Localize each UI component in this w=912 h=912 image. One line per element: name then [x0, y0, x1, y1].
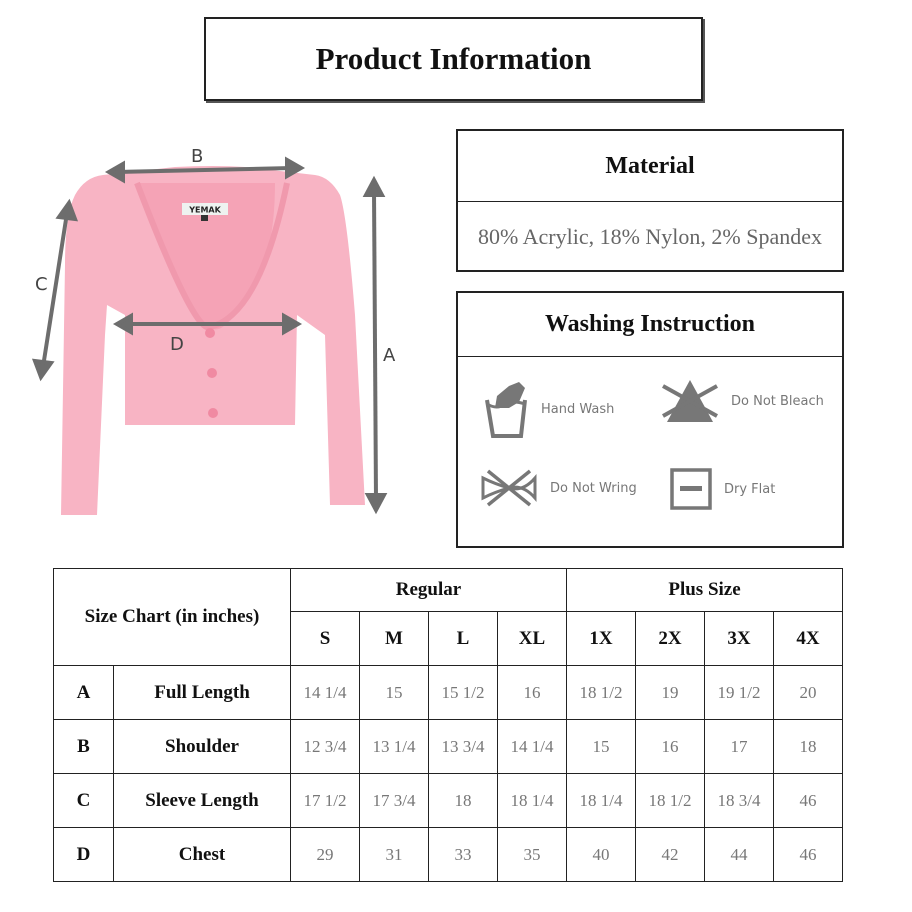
measurement-cell: 40 — [566, 827, 636, 882]
measurement-cell: 17 3/4 — [359, 773, 429, 828]
measurement-cell: 46 — [773, 773, 843, 828]
size-header-row: S M L XL 1X 2X 3X 4X — [54, 611, 843, 666]
wash-label: Do Not Wring — [550, 480, 637, 496]
group-regular: Regular — [290, 568, 567, 612]
washing-heading: Washing Instruction — [458, 293, 842, 357]
button — [207, 368, 217, 378]
wash-item-dry-flat: Dry Flat — [670, 468, 775, 510]
group-plus-size: Plus Size — [566, 568, 843, 612]
measurement-cell: 18 — [428, 773, 498, 828]
measurement-cell: 19 1/2 — [704, 665, 774, 720]
label-d: D — [170, 334, 184, 355]
measurement-cell: 17 1/2 — [290, 773, 360, 828]
row-name: Sleeve Length — [113, 773, 291, 828]
brand-label-text: YEMAK — [188, 206, 221, 215]
row-name: Shoulder — [113, 719, 291, 774]
wash-item-do-not-bleach: Do Not Bleach — [661, 378, 824, 424]
brand-label — [182, 203, 228, 215]
measurement-cell: 17 — [704, 719, 774, 774]
size-header: 2X — [635, 611, 705, 666]
title-box: Product Information — [204, 17, 703, 101]
row-key: A — [53, 665, 114, 720]
measurement-cell: 16 — [635, 719, 705, 774]
wash-item-do-not-wring: Do Not Wring — [480, 468, 637, 508]
label-a: A — [383, 345, 396, 366]
table-row: C Sleeve Length 17 1/2 17 3/4 18 18 1/4 18 1/4… — [53, 773, 843, 828]
measurement-cell: 13 1/4 — [359, 719, 429, 774]
wash-label: Dry Flat — [724, 481, 776, 497]
wash-item-hand-wash: Hand Wash — [483, 378, 614, 440]
wash-label: Do Not Bleach — [731, 393, 824, 409]
row-name: Chest — [113, 827, 291, 882]
size-header: 3X — [704, 611, 774, 666]
measurement-cell: 31 — [359, 827, 429, 882]
material-box: Material 80% Acrylic, 18% Nylon, 2% Span… — [456, 129, 844, 272]
table-row: D Chest 29 31 33 35 40 42 44 46 — [53, 827, 843, 882]
row-key: C — [53, 773, 114, 828]
measurement-cell: 18 — [773, 719, 843, 774]
measurement-cell: 44 — [704, 827, 774, 882]
arrow-c — [41, 212, 69, 368]
measurement-cell: 18 1/4 — [566, 773, 636, 828]
measurement-cell: 18 1/2 — [635, 773, 705, 828]
measurement-cell: 33 — [428, 827, 498, 882]
table-row: A Full Length 14 1/4 15 15 1/2 16 18 1/2 19 19 1… — [53, 665, 843, 720]
do-not-wring-icon — [481, 469, 537, 507]
measurement-cell: 16 — [497, 665, 567, 720]
do-not-bleach-icon — [662, 380, 718, 422]
arrow-b — [116, 166, 294, 174]
size-tag — [201, 215, 208, 221]
measurement-cell: 15 — [359, 665, 429, 720]
measurement-cell: 46 — [773, 827, 843, 882]
button — [208, 408, 218, 418]
size-header: M — [359, 611, 429, 666]
row-key: D — [53, 827, 114, 882]
size-header: 1X — [566, 611, 636, 666]
arrow-a — [372, 189, 378, 501]
hand-wash-icon — [485, 382, 527, 438]
cardigan-image — [61, 166, 365, 515]
cardigan-diagram: YEMAK B C A D — [31, 146, 396, 515]
row-key: B — [53, 719, 114, 774]
measurement-cell: 29 — [290, 827, 360, 882]
washing-box: Washing Instruction Hand Wash Do Not Ble… — [456, 291, 844, 548]
label-b: B — [191, 146, 203, 167]
size-header: 4X — [773, 611, 843, 666]
size-header: L — [428, 611, 498, 666]
measurement-cell: 18 1/4 — [497, 773, 567, 828]
wash-label: Hand Wash — [541, 401, 615, 417]
button — [205, 328, 215, 338]
table-row: B Shoulder 12 3/4 13 1/4 13 3/4 14 1/4 15 16 17 1… — [53, 719, 843, 774]
dry-flat-icon — [670, 468, 712, 510]
measurement-cell: 13 3/4 — [428, 719, 498, 774]
material-heading: Material — [458, 131, 842, 202]
measurement-cell: 18 1/2 — [566, 665, 636, 720]
measurement-cell: 15 — [566, 719, 636, 774]
row-name: Full Length — [113, 665, 291, 720]
measurement-cell: 35 — [497, 827, 567, 882]
measurement-cell: 15 1/2 — [428, 665, 498, 720]
size-header: XL — [497, 611, 567, 666]
measurement-cell: 14 1/4 — [497, 719, 567, 774]
measurement-cell: 42 — [635, 827, 705, 882]
page-title: Product Information — [315, 41, 592, 76]
size-header: S — [290, 611, 360, 666]
size-chart-title: Size Chart (in inches) — [53, 568, 291, 666]
measurement-cell: 20 — [773, 665, 843, 720]
measurement-cell: 18 3/4 — [704, 773, 774, 828]
measurement-cell: 14 1/4 — [290, 665, 360, 720]
measurement-cell: 19 — [635, 665, 705, 720]
size-chart-table: Size Chart (in inches) Regular Plus Size… — [53, 568, 843, 882]
measurement-cell: 12 3/4 — [290, 719, 360, 774]
label-c: C — [35, 274, 48, 295]
material-value: 80% Acrylic, 18% Nylon, 2% Spandex — [478, 224, 822, 249]
